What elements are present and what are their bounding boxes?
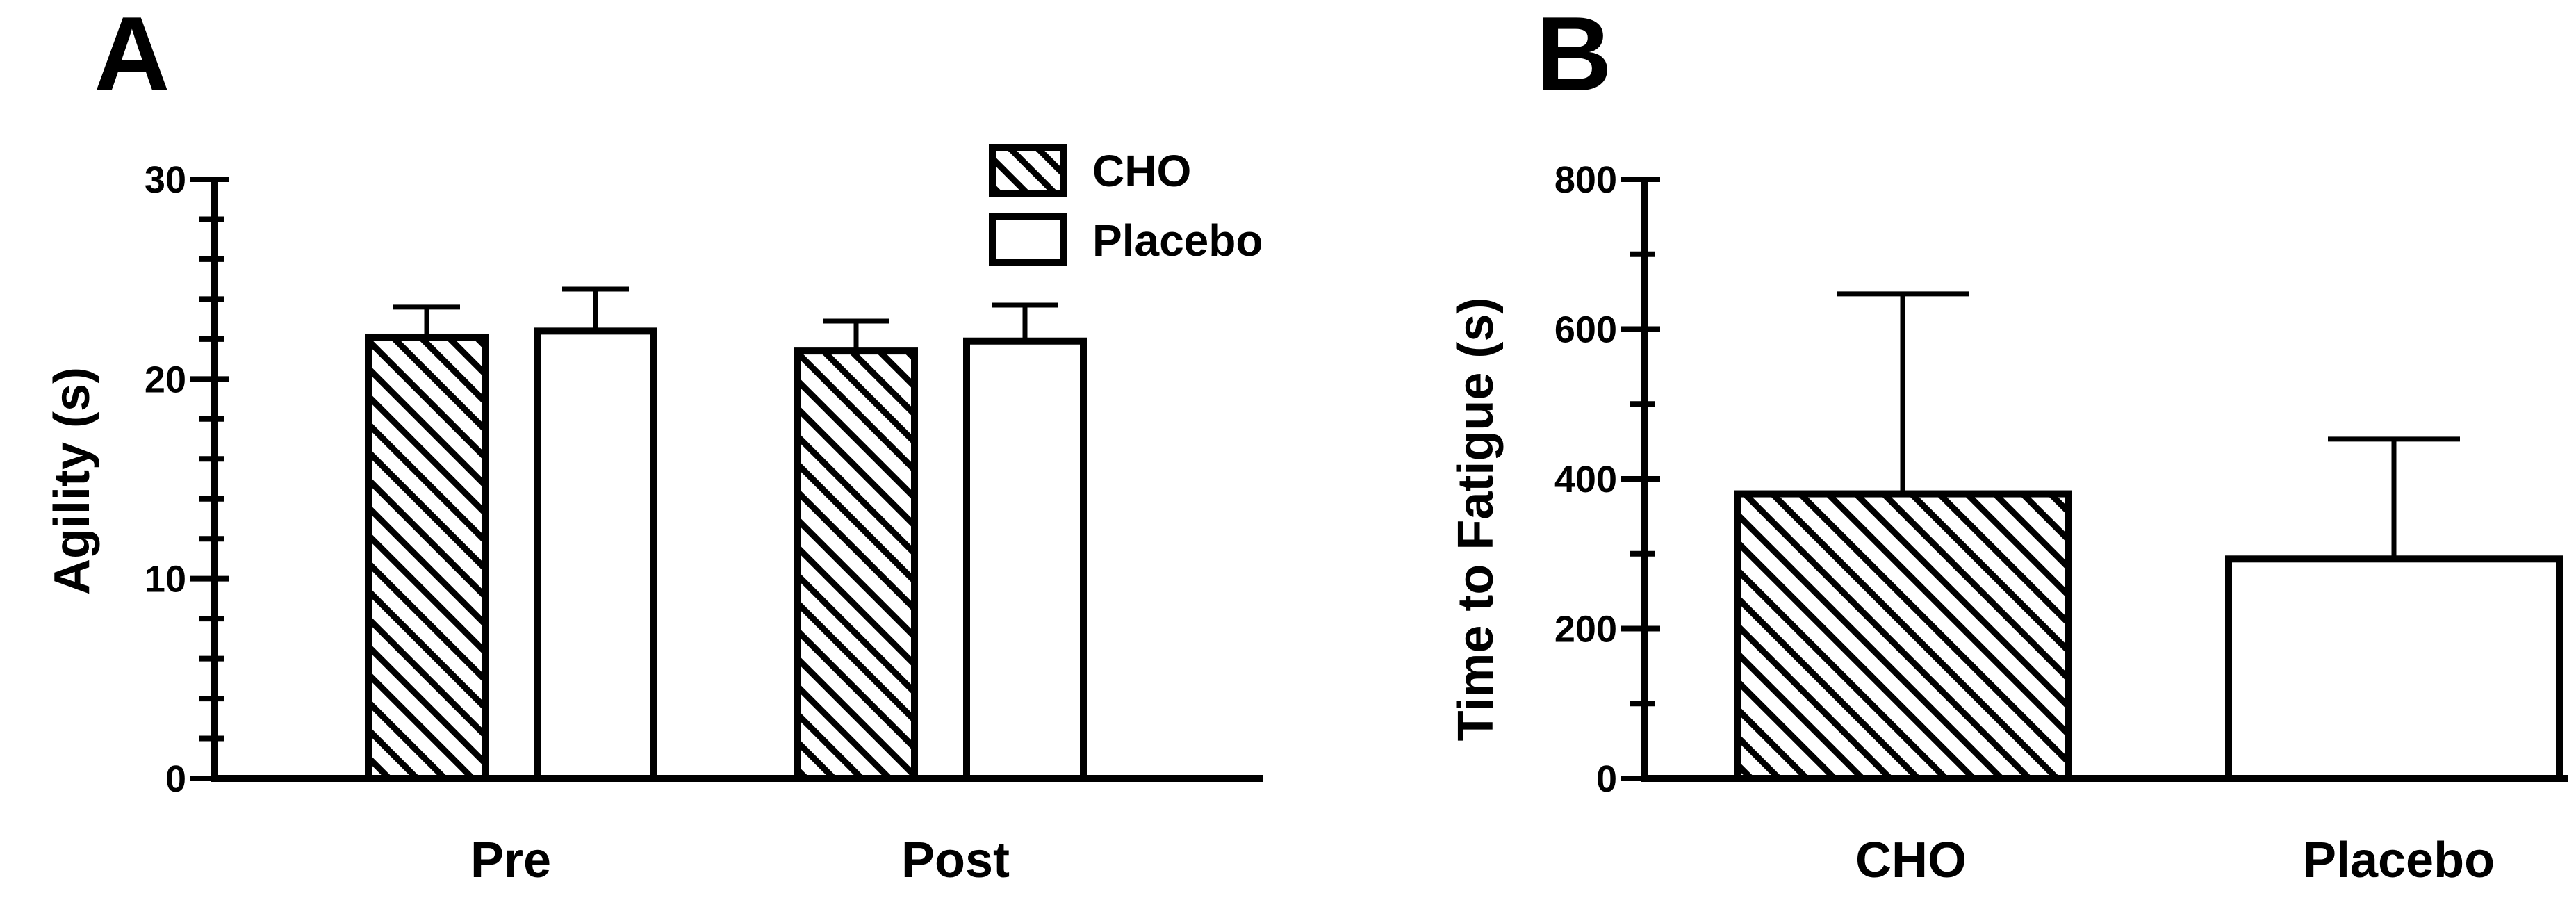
- legend-label-placebo: Placebo: [1092, 215, 1263, 265]
- panel-a-y-axis-title: Agility (s): [44, 367, 100, 595]
- panel-b-y-tick-label: 800: [1554, 159, 1617, 201]
- panel-a-y-tick-label: 20: [145, 359, 186, 400]
- panel-b-letter: B: [1536, 0, 1612, 113]
- panel-b-x-tick-label: Placebo: [2303, 833, 2495, 888]
- panel-a-bar-cho-pre: [365, 333, 489, 782]
- panel-b-y-tick-label: 600: [1554, 309, 1617, 351]
- panel-b-y-axis-title: Time to Fatigue (s): [1448, 297, 1504, 742]
- legend-swatch-placebo: [989, 213, 1067, 266]
- panel-a-chart: A 0 10 20 30 Pre Post Agility (s) CHO Placebo: [44, 0, 1263, 888]
- legend-label-cho: CHO: [1092, 146, 1191, 196]
- panel-a-y-tick-label: 10: [145, 559, 186, 600]
- panel-b-x-tick-label: CHO: [1855, 833, 1967, 888]
- legend-swatch-cho: [989, 144, 1067, 197]
- panel-b-chart: B 0 200 400 600 800 CHO Placebo Time to Fatigu…: [1448, 0, 2568, 888]
- panel-a-x-tick-label: Post: [901, 833, 1010, 888]
- panel-b-plot-area: 0 200 400 600 800 CHO Placebo: [1554, 159, 2568, 888]
- panel-a-x-tick-label: Pre: [470, 833, 551, 888]
- panel-a-bar-placebo-post: [963, 337, 1087, 782]
- panel-b-y-tick-label: 0: [1596, 758, 1617, 800]
- panel-b-y-tick-label: 200: [1554, 609, 1617, 651]
- panel-b-y-tick-label: 400: [1554, 459, 1617, 500]
- panel-a-plot-area: 0 10 20 30 Pre Post: [145, 159, 1263, 888]
- panel-a-y-tick-label: 30: [145, 159, 186, 201]
- panel-b-bar-placebo-placebo: [2225, 555, 2563, 782]
- panel-a-bar-placebo-pre: [534, 327, 657, 782]
- panel-b-bar-cho-cho: [1734, 490, 2072, 782]
- panel-a-legend: CHO Placebo: [989, 144, 1263, 266]
- panel-a-y-tick-label: 0: [165, 758, 186, 800]
- panel-a-bar-cho-post: [794, 347, 918, 782]
- panel-a-letter: A: [94, 0, 170, 113]
